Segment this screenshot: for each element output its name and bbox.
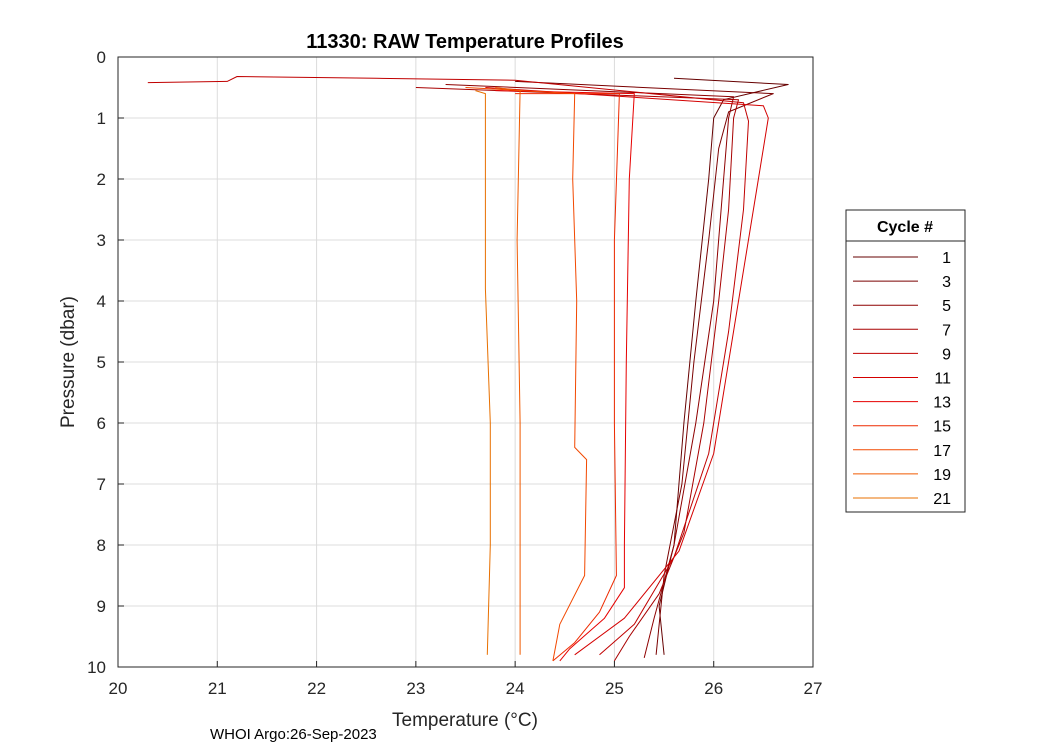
y-tick-label: 7 (97, 475, 106, 494)
y-tick-label: 1 (97, 109, 106, 128)
profile-line-cycle-21 (475, 90, 491, 655)
legend-label-cycle-19: 19 (933, 467, 951, 484)
x-tick-label: 20 (109, 679, 128, 698)
footer-credit: WHOI Argo:26-Sep-2023 (210, 726, 377, 743)
legend-label-cycle-5: 5 (942, 298, 951, 315)
profile-line-cycle-15 (515, 93, 620, 662)
y-tick-label: 2 (97, 170, 106, 189)
profile-lines (147, 76, 789, 662)
y-tick-label: 0 (97, 48, 106, 67)
legend-label-cycle-3: 3 (942, 274, 951, 291)
y-axis-label: Pressure (dbar) (58, 296, 79, 428)
legend-label-cycle-7: 7 (942, 322, 951, 339)
x-axis-ticks: 20 21 22 23 24 25 26 27 (109, 661, 823, 698)
y-tick-label: 9 (97, 597, 106, 616)
y-axis-ticks: 0 1 2 3 4 5 6 7 8 9 10 (87, 48, 124, 677)
profile-line-cycle-13 (495, 90, 635, 662)
x-tick-label: 27 (804, 679, 823, 698)
x-tick-label: 26 (704, 679, 723, 698)
x-tick-label: 22 (307, 679, 326, 698)
x-tick-label: 21 (208, 679, 227, 698)
x-tick-label: 25 (605, 679, 624, 698)
legend-label-cycle-15: 15 (933, 419, 951, 436)
profile-line-cycle-19 (495, 87, 521, 655)
y-tick-label: 8 (97, 536, 106, 555)
chart-title: 11330: RAW Temperature Profiles (306, 31, 624, 53)
y-tick-label: 6 (97, 414, 106, 433)
y-tick-label: 5 (97, 353, 106, 372)
legend-label-cycle-1: 1 (942, 250, 951, 267)
x-tick-label: 24 (506, 679, 525, 698)
legend-label-cycle-9: 9 (942, 346, 951, 363)
legend-title: Cycle # (877, 219, 933, 236)
x-axis-label: Temperature (°C) (392, 710, 538, 731)
legend-label-cycle-21: 21 (933, 491, 951, 508)
legend-label-cycle-17: 17 (933, 443, 951, 460)
legend-box (845, 209, 966, 513)
profile-line-cycle-7 (415, 87, 739, 662)
y-tick-label: 10 (87, 658, 106, 677)
legend-label-cycle-13: 13 (933, 395, 951, 412)
y-tick-label: 3 (97, 231, 106, 250)
legend-label-cycle-11: 11 (934, 371, 951, 388)
profile-line-cycle-17 (465, 87, 588, 661)
profile-line-cycle-3 (515, 80, 774, 655)
y-tick-label: 4 (97, 292, 106, 311)
x-tick-label: 23 (406, 679, 425, 698)
profile-line-cycle-11 (485, 87, 769, 656)
